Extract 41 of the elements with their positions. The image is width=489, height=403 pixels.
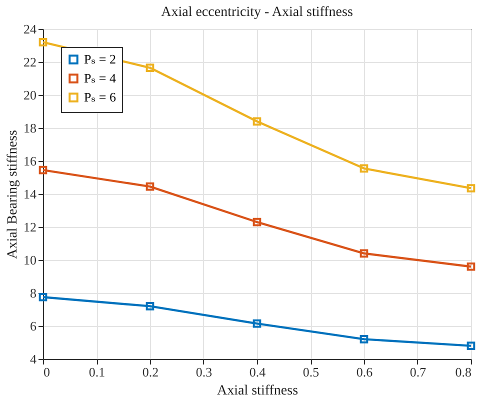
- chart-title: Axial eccentricity - Axial stiffness: [161, 5, 353, 20]
- point: [38, 38, 48, 46]
- x-tick-label: 0.2: [142, 364, 159, 380]
- legend-label: Pₛ = 2: [84, 52, 116, 66]
- y-tick-label: 10: [24, 252, 36, 268]
- y-tick-label: 14: [24, 186, 37, 202]
- y-tick-label: 24: [24, 22, 37, 36]
- point: [252, 117, 262, 126]
- point: [146, 302, 154, 310]
- y-tick-label: 20: [24, 88, 36, 102]
- x-tick-label: 0.5: [302, 364, 320, 380]
- point: [146, 182, 154, 191]
- x-tick-label: 0.7: [410, 364, 427, 380]
- x-tick-label: 0.3: [196, 364, 212, 380]
- x-tick-label: 0.4: [249, 364, 266, 380]
- y-tick-label: 12: [24, 220, 36, 234]
- y-tick-label: 6: [30, 318, 37, 334]
- point: [360, 335, 368, 344]
- x-tick-label: 0.1: [88, 364, 106, 380]
- x-tick-label: 0: [44, 364, 50, 380]
- y-tick-label: 8: [30, 286, 36, 300]
- point: [360, 249, 368, 258]
- y-tick-label: 4: [30, 352, 37, 366]
- point: [252, 319, 262, 328]
- y-tick-label: 18: [24, 120, 36, 136]
- x-axis-title: Axial stiffness: [216, 384, 298, 398]
- y-tick-label: 22: [24, 54, 36, 70]
- legend-label: Pₛ = 4: [84, 70, 116, 86]
- legend-label: Pₛ = 6: [84, 90, 116, 104]
- point: [146, 64, 154, 72]
- point: [360, 164, 368, 173]
- y-tick-label: 16: [24, 154, 37, 168]
- point: [38, 292, 48, 302]
- y-axis-title: Axial Bearing stiffness: [6, 130, 20, 259]
- point: [466, 184, 476, 192]
- point: [466, 262, 476, 271]
- x-tick-label: 0.8: [455, 364, 472, 380]
- point: [252, 218, 262, 226]
- point: [38, 166, 48, 174]
- point: [466, 342, 476, 350]
- x-tick-label: 0.6: [356, 364, 374, 380]
